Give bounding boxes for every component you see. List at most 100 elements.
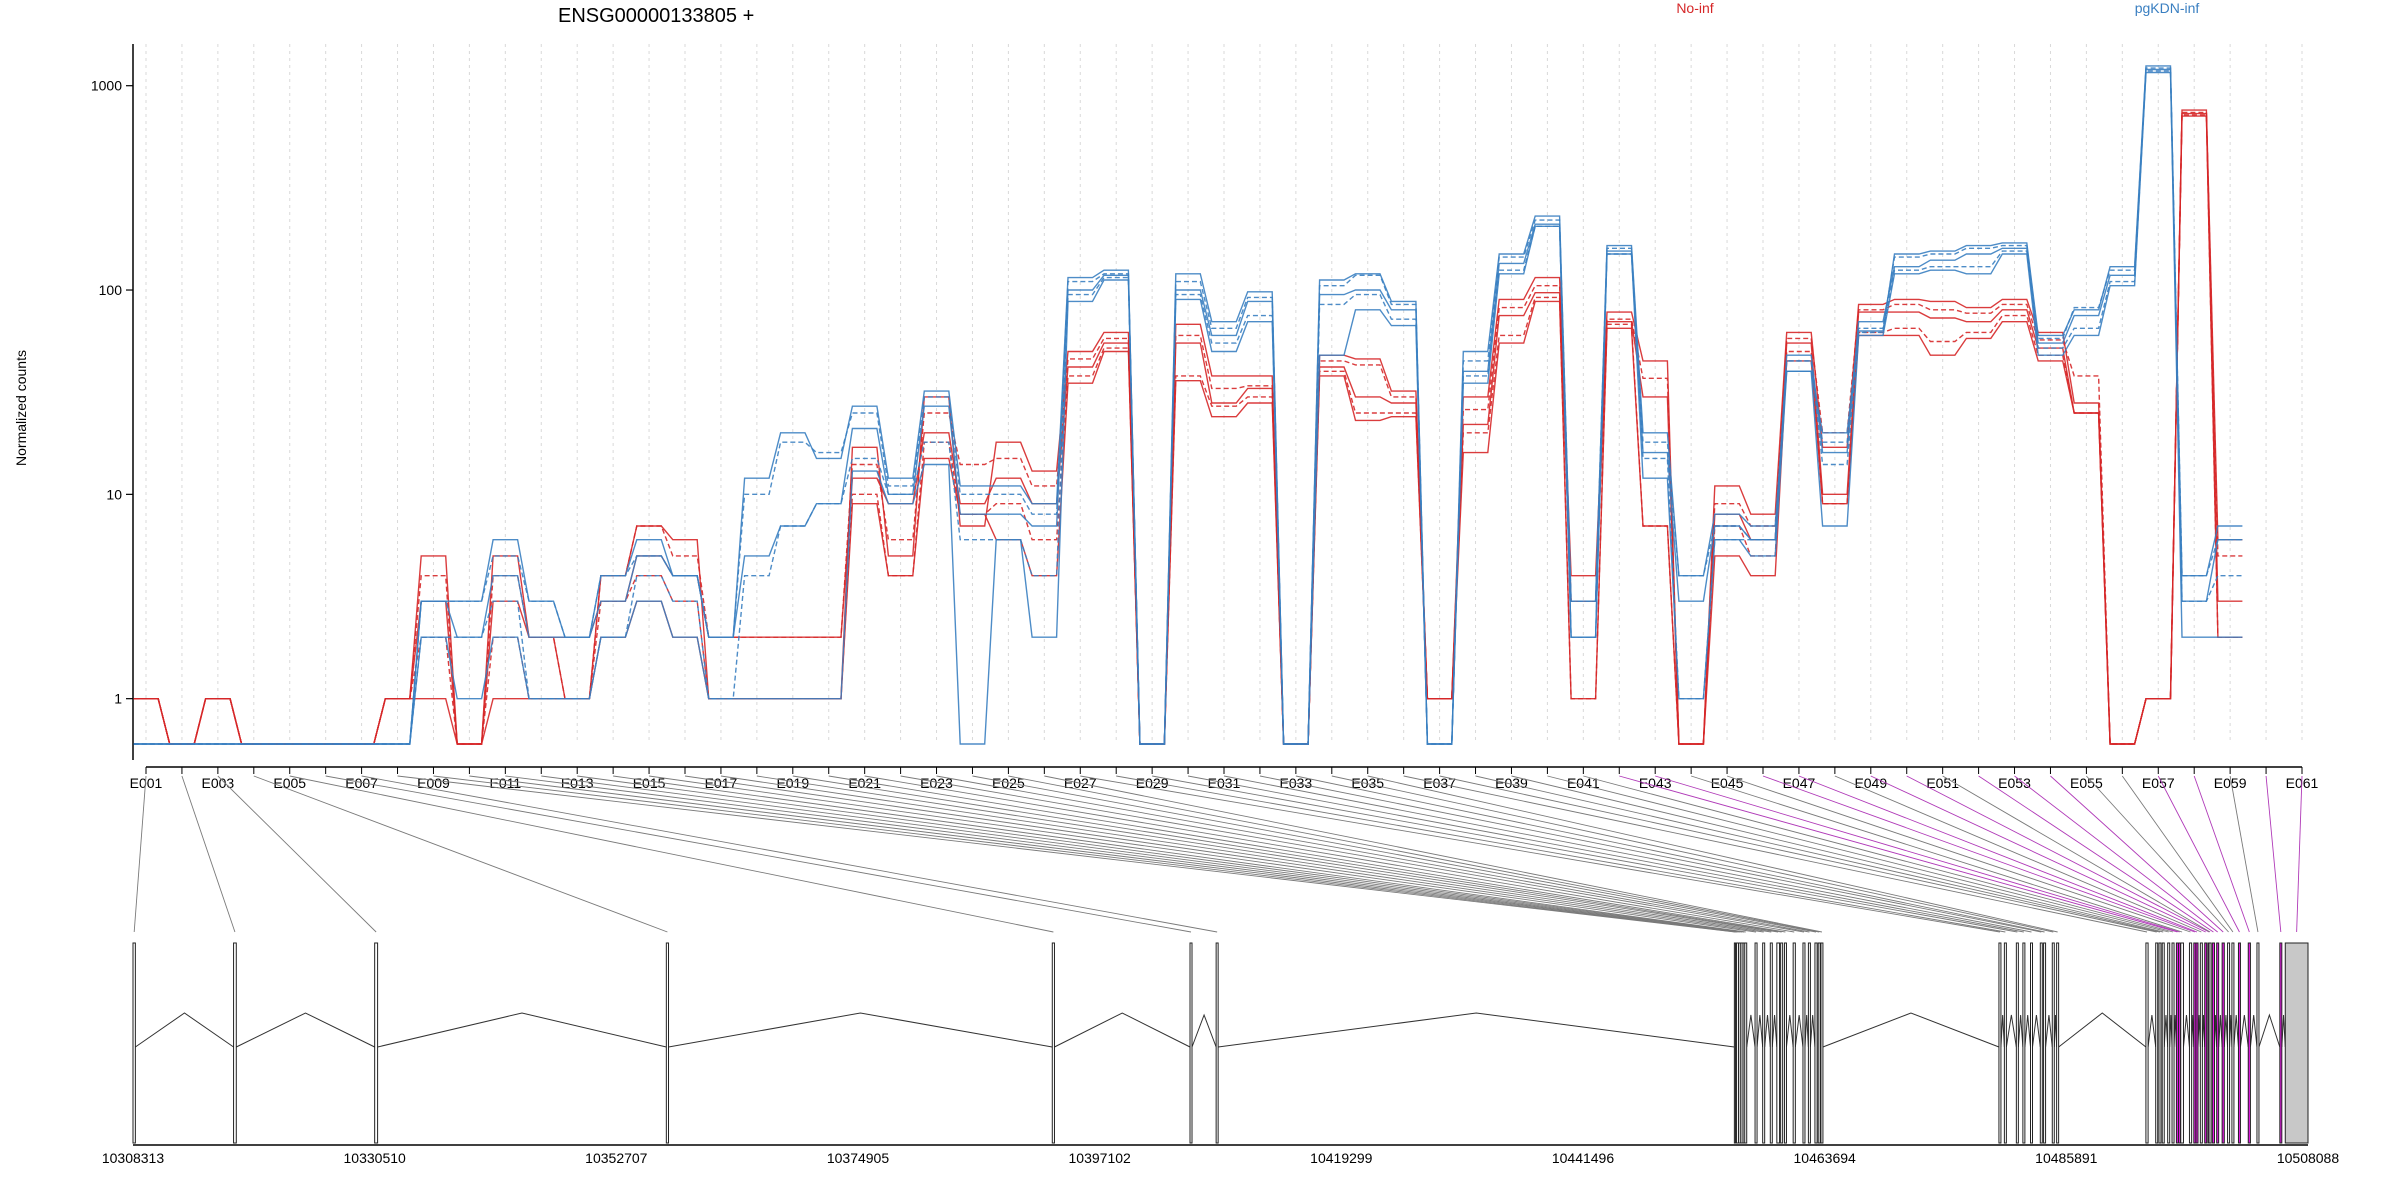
exon-box bbox=[2208, 942, 2212, 1144]
exon-box bbox=[2199, 942, 2203, 1144]
exon-box bbox=[1744, 942, 1748, 1144]
intron-line bbox=[135, 1012, 234, 1048]
genomic-tick-label: 10308313 bbox=[102, 1150, 165, 1166]
y-axis-title: Normalized counts bbox=[13, 350, 29, 466]
exon-connector bbox=[649, 775, 1757, 933]
exon-box bbox=[2211, 942, 2216, 1144]
intron-line bbox=[2005, 1014, 2017, 1048]
intron-line bbox=[2239, 1014, 2249, 1048]
exon-box bbox=[2221, 942, 2225, 1144]
chart-title: ENSG00000133805 + bbox=[558, 5, 754, 27]
y-axis-ticks: 1 10 100 1000 bbox=[91, 78, 133, 707]
exon-connector bbox=[720, 775, 1772, 933]
x-tick-label: E013 bbox=[561, 775, 594, 791]
exon-connector bbox=[2157, 775, 2240, 933]
exon-connector bbox=[1798, 775, 2198, 933]
x-tick-label: E041 bbox=[1567, 775, 1600, 791]
series-line-no-inf bbox=[133, 112, 2243, 745]
exon-box bbox=[1780, 942, 1784, 1144]
x-tick-label: E051 bbox=[1926, 775, 1959, 791]
exon-box bbox=[2003, 942, 2007, 1144]
exon-connector bbox=[2014, 775, 2218, 933]
exon-connector bbox=[972, 775, 1817, 933]
exon-connector bbox=[1080, 775, 2001, 933]
exon-connector bbox=[936, 775, 1810, 933]
intron-line bbox=[2017, 1014, 2024, 1048]
exon-box bbox=[2171, 942, 2175, 1144]
exon-connector bbox=[1619, 775, 2178, 933]
exon-connector bbox=[1259, 775, 2042, 933]
x-tick-label: E001 bbox=[130, 775, 163, 791]
exon-connector bbox=[1978, 775, 2214, 933]
exon-connector bbox=[1690, 775, 2183, 933]
exon-box bbox=[2237, 942, 2241, 1144]
x-tick-label: E045 bbox=[1711, 775, 1744, 791]
exon-box bbox=[2188, 942, 2193, 1144]
intron-line bbox=[668, 1012, 1053, 1048]
x-tick-label: E053 bbox=[1998, 775, 2031, 791]
exon-connector bbox=[1870, 775, 2206, 933]
intron-line bbox=[2024, 1014, 2032, 1048]
series-line-no-inf bbox=[133, 114, 2243, 745]
exon-connector bbox=[756, 775, 1779, 933]
intron-line bbox=[1809, 1014, 1816, 1048]
series-line-pgkdn-inf bbox=[133, 68, 2243, 745]
vertical-gridlines bbox=[145, 44, 2303, 744]
y-tick-label: 100 bbox=[99, 282, 123, 298]
genomic-tick-label: 10419299 bbox=[1310, 1150, 1373, 1166]
x-tick-label: E037 bbox=[1423, 775, 1456, 791]
intron-line bbox=[2223, 1014, 2229, 1048]
exon-box bbox=[374, 942, 379, 1144]
exon-box bbox=[1769, 942, 1773, 1144]
exon-box bbox=[1817, 942, 1821, 1144]
intron-line bbox=[1218, 1012, 1735, 1048]
intron-line bbox=[2249, 1014, 2258, 1048]
exon-box bbox=[2158, 942, 2162, 1144]
genomic-tick-label: 10485891 bbox=[2035, 1150, 2098, 1166]
exon-box bbox=[2279, 942, 2283, 1144]
y-tick-label: 1000 bbox=[91, 78, 122, 94]
exon-box bbox=[1998, 942, 2002, 1144]
exon-box bbox=[2056, 942, 2060, 1144]
exon-box bbox=[1762, 942, 1766, 1144]
exon-connector bbox=[433, 775, 1737, 933]
exon-box bbox=[2256, 942, 2260, 1144]
exon-box bbox=[2227, 942, 2231, 1144]
intron-line bbox=[1764, 1014, 1771, 1048]
exon-box bbox=[1814, 942, 1818, 1144]
intron-line bbox=[1822, 1012, 2000, 1048]
series-line-pgkdn-inf bbox=[133, 65, 2243, 745]
intron-line bbox=[1746, 1014, 1756, 1048]
exon-connector bbox=[1044, 775, 1823, 933]
genomic-tick-label: 10330510 bbox=[344, 1150, 407, 1166]
intron-line bbox=[2281, 1014, 2286, 1048]
exon-connector bbox=[325, 775, 1192, 933]
x-tick-label: E007 bbox=[345, 775, 378, 791]
intron-line bbox=[1054, 1012, 1191, 1048]
exon-connector bbox=[181, 775, 236, 933]
gene-model-track bbox=[132, 942, 2309, 1144]
exon-connector bbox=[792, 775, 1782, 933]
exon-connector bbox=[1331, 775, 2054, 933]
exon-connector bbox=[469, 775, 1738, 933]
intron-line bbox=[1785, 1014, 1794, 1048]
genomic-coordinate-axis: 10308313 10330510 10352707 10374905 10397102… bbox=[102, 1144, 2340, 1166]
exon-box bbox=[2145, 942, 2149, 1144]
genomic-tick-label: 10441496 bbox=[1552, 1150, 1615, 1166]
genomic-tick-label: 10508088 bbox=[2277, 1150, 2340, 1166]
x-tick-label: E055 bbox=[2070, 775, 2103, 791]
exon-connector bbox=[2121, 775, 2234, 933]
genomic-tick-label: 10374905 bbox=[827, 1150, 890, 1166]
exon-connector bbox=[1583, 775, 2174, 933]
exon-connector bbox=[1547, 775, 2169, 933]
exon-connector bbox=[1834, 775, 2202, 933]
intron-line bbox=[2000, 1014, 2005, 1048]
exon-box bbox=[2204, 942, 2208, 1144]
exon-connector bbox=[900, 775, 1805, 933]
exon-connector bbox=[1152, 775, 2018, 933]
exon-connector bbox=[1403, 775, 2148, 933]
series-line-no-inf bbox=[133, 115, 2243, 745]
series-line-pgkdn-inf bbox=[133, 67, 2243, 745]
exon-connector bbox=[613, 775, 1746, 933]
